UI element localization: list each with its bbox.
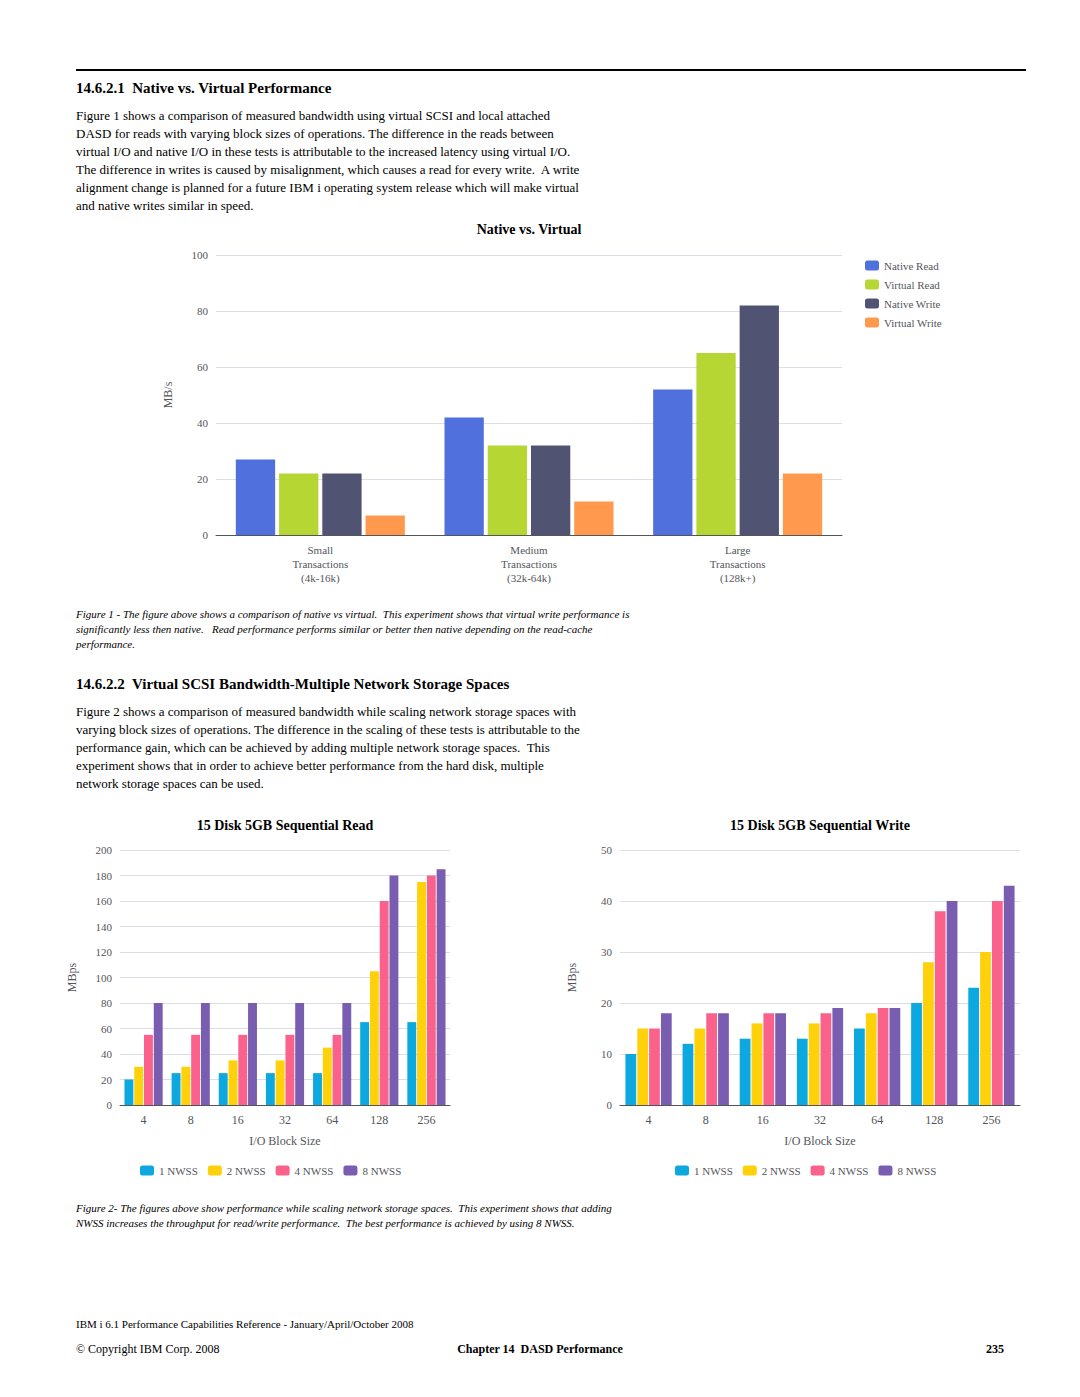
svg-text:10: 10 (601, 1048, 613, 1060)
svg-text:Medium: Medium (510, 544, 548, 556)
svg-text:30: 30 (601, 946, 613, 958)
svg-text:2 NWSS: 2 NWSS (227, 1165, 266, 1177)
svg-text:235: 235 (986, 1342, 1004, 1356)
svg-text:60: 60 (197, 361, 209, 373)
svg-text:140: 140 (96, 921, 113, 933)
svg-text:Transactions: Transactions (501, 558, 557, 570)
svg-text:Native vs. Virtual: Native vs. Virtual (477, 222, 582, 237)
svg-text:Chapter 14 DASD Performance: Chapter 14 DASD Performance (457, 1342, 623, 1356)
svg-text:and native writes similar in s: and native writes similar in speed. (76, 198, 254, 213)
svg-text:8 NWSS: 8 NWSS (362, 1165, 401, 1177)
svg-text:32: 32 (814, 1113, 826, 1127)
svg-text:64: 64 (326, 1113, 338, 1127)
svg-text:0: 0 (607, 1099, 613, 1111)
svg-text:4: 4 (646, 1113, 652, 1127)
svg-text:8 NWSS: 8 NWSS (897, 1165, 936, 1177)
svg-text:performance.: performance. (75, 638, 135, 650)
svg-text:256: 256 (982, 1113, 1000, 1127)
svg-text:200: 200 (96, 844, 113, 856)
svg-text:80: 80 (101, 997, 113, 1009)
svg-text:256: 256 (417, 1113, 435, 1127)
svg-text:Figure 1 shows a comparison of: Figure 1 shows a comparison of measured … (76, 108, 551, 123)
svg-text:0: 0 (107, 1099, 113, 1111)
svg-text:40: 40 (197, 417, 209, 429)
svg-text:15 Disk 5GB Sequential Write: 15 Disk 5GB Sequential Write (730, 818, 910, 833)
svg-text:14.6.2.1 Native vs. Virtual P: 14.6.2.1 Native vs. Virtual Performance (76, 80, 332, 96)
svg-text:MBps: MBps (565, 962, 579, 992)
svg-text:128: 128 (370, 1113, 388, 1127)
svg-text:The difference in writes is ca: The difference in writes is caused by mi… (76, 162, 580, 177)
svg-text:16: 16 (757, 1113, 769, 1127)
svg-text:significantly less then native: significantly less then native. Read per… (76, 623, 593, 635)
svg-text:IBM i 6.1 Performance Capabili: IBM i 6.1 Performance Capabilities Refer… (76, 1318, 414, 1330)
svg-text:Figure 2 shows a comparison of: Figure 2 shows a comparison of measured … (76, 704, 577, 719)
svg-text:160: 160 (96, 895, 113, 907)
svg-text:40: 40 (601, 895, 613, 907)
svg-text:alignment change is planned fo: alignment change is planned for a future… (76, 180, 579, 195)
svg-text:40: 40 (101, 1048, 113, 1060)
svg-text:network storage spaces can be: network storage spaces can be used. (76, 776, 264, 791)
svg-text:2 NWSS: 2 NWSS (762, 1165, 801, 1177)
svg-text:8: 8 (703, 1113, 709, 1127)
svg-text:Small: Small (307, 544, 333, 556)
svg-text:14.6.2.2 Virtual SCSI Bandwid: 14.6.2.2 Virtual SCSI Bandwidth-Multiple… (76, 676, 510, 692)
svg-text:Figure 2- The figures above sh: Figure 2- The figures above show perform… (75, 1202, 612, 1214)
svg-text:4 NWSS: 4 NWSS (295, 1165, 334, 1177)
svg-text:20: 20 (197, 473, 209, 485)
svg-text:Virtual Write: Virtual Write (884, 317, 942, 329)
svg-text:I/O Block Size: I/O Block Size (784, 1134, 855, 1148)
svg-text:4: 4 (141, 1113, 147, 1127)
svg-text:(128k+): (128k+) (720, 572, 756, 585)
svg-text:(4k-16k): (4k-16k) (301, 572, 340, 585)
svg-text:Figure 1 - The figure above sh: Figure 1 - The figure above shows a comp… (75, 608, 629, 620)
svg-text:Large: Large (725, 544, 751, 556)
svg-text:120: 120 (96, 946, 113, 958)
svg-text:8: 8 (188, 1113, 194, 1127)
svg-text:© Copyright IBM Corp. 2008: © Copyright IBM Corp. 2008 (76, 1342, 219, 1356)
svg-text:80: 80 (197, 305, 209, 317)
svg-text:Virtual Read: Virtual Read (884, 279, 940, 291)
svg-text:50: 50 (601, 844, 613, 856)
svg-text:1 NWSS: 1 NWSS (159, 1165, 198, 1177)
svg-text:180: 180 (96, 870, 113, 882)
svg-text:16: 16 (232, 1113, 244, 1127)
svg-text:60: 60 (101, 1023, 113, 1035)
svg-text:MBps: MBps (65, 962, 79, 992)
svg-text:DASD for reads with varying bl: DASD for reads with varying block sizes … (76, 126, 554, 141)
svg-text:varying block sizes of operati: varying block sizes of operations. The d… (76, 722, 580, 737)
svg-text:20: 20 (101, 1074, 113, 1086)
svg-text:32: 32 (279, 1113, 291, 1127)
svg-text:20: 20 (601, 997, 613, 1009)
svg-text:(32k-64k): (32k-64k) (507, 572, 551, 585)
svg-text:Transactions: Transactions (292, 558, 348, 570)
svg-text:I/O Block Size: I/O Block Size (249, 1134, 320, 1148)
svg-text:15 Disk 5GB Sequential Read: 15 Disk 5GB Sequential Read (197, 818, 374, 833)
svg-text:4 NWSS: 4 NWSS (830, 1165, 869, 1177)
svg-text:Native Write: Native Write (884, 298, 941, 310)
svg-text:Native Read: Native Read (884, 260, 939, 272)
svg-text:1 NWSS: 1 NWSS (694, 1165, 733, 1177)
svg-text:experiment shows that in order: experiment shows that in order to achiev… (76, 758, 544, 773)
svg-text:MB/s: MB/s (161, 381, 175, 408)
svg-text:virtual I/O and native I/O in: virtual I/O and native I/O in these test… (76, 144, 570, 159)
svg-text:100: 100 (96, 972, 113, 984)
svg-text:100: 100 (192, 249, 209, 261)
svg-text:0: 0 (203, 529, 209, 541)
svg-text:64: 64 (871, 1113, 883, 1127)
svg-text:128: 128 (925, 1113, 943, 1127)
svg-text:NWSS increases the throughput: NWSS increases the throughput for read/w… (75, 1217, 575, 1229)
svg-text:Transactions: Transactions (710, 558, 766, 570)
svg-text:performance gain, which can be: performance gain, which can be achieved … (76, 740, 550, 755)
